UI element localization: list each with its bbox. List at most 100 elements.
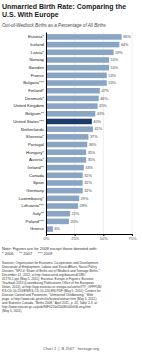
data-label: 41% <box>95 127 103 131</box>
data-label: 28% <box>80 204 88 208</box>
data-label: 33% <box>85 166 93 170</box>
grid <box>46 32 132 234</box>
data-label: 35% <box>88 151 96 155</box>
category-label: Canada <box>29 173 45 178</box>
data-label: 21% <box>72 212 80 216</box>
category-label: Greece <box>30 226 45 231</box>
category-label: Austria* <box>29 157 44 162</box>
data-label: 36% <box>89 143 97 147</box>
data-label: 47% <box>101 89 109 93</box>
category-label: Slovenia* <box>26 134 44 139</box>
bar <box>46 96 99 102</box>
bar <box>46 88 100 94</box>
y-axis-line <box>46 33 47 235</box>
category-label: Lithuania*** <box>22 203 45 208</box>
data-label: 45% <box>99 104 107 108</box>
y-tick: Iceland <box>30 42 46 47</box>
bar <box>46 65 109 71</box>
y-tick: Sweden <box>28 65 46 70</box>
x-tick-label: 0% <box>44 236 50 241</box>
bar <box>46 73 107 79</box>
y-tick: Slovenia* <box>26 134 46 139</box>
category-label: France <box>31 73 45 78</box>
category-label: United Kingdom <box>13 103 44 108</box>
y-tick: Austria* <box>29 157 46 162</box>
bar <box>46 149 86 155</box>
x-tick: 50% <box>100 234 108 241</box>
category-label: Italy** <box>33 211 45 216</box>
x-axis-line <box>47 235 133 237</box>
data-label: 32% <box>84 181 92 185</box>
category-label: United States*** <box>13 119 44 124</box>
y-tick: Norway <box>29 57 46 62</box>
y-tick: United Kingdom <box>13 103 46 108</box>
bar <box>46 111 95 117</box>
category-label: Estonia* <box>28 34 44 39</box>
data-label: 40% <box>93 120 101 124</box>
grid-line <box>132 32 133 234</box>
bar <box>46 119 92 125</box>
y-tick: Poland*** <box>26 219 46 224</box>
bar <box>46 188 83 194</box>
data-label: 43% <box>97 112 105 116</box>
subtitle-line: Out-of-Wedlock Births as a Percentage of… <box>2 23 107 28</box>
category-label: Norway <box>29 57 44 62</box>
y-tick: Greece <box>30 226 46 231</box>
bar <box>46 157 86 163</box>
y-tick: Belgium** <box>25 111 46 116</box>
bar <box>46 173 83 179</box>
category-label: Belgium** <box>25 111 44 116</box>
data-label: 59% <box>115 51 123 55</box>
bar <box>46 34 122 40</box>
title-line: Unmarried Birth Rate: Comparing the <box>2 3 126 11</box>
subtitle: Out-of-Wedlock Births as a Percentage of… <box>2 23 107 28</box>
bar <box>46 80 107 86</box>
y-tick: Germany <box>26 188 46 193</box>
grid-line <box>46 32 47 234</box>
category-label: Portugal <box>28 142 44 147</box>
data-label: 20% <box>70 220 78 224</box>
bar <box>46 50 114 56</box>
data-label: 46% <box>100 97 108 101</box>
data-label: 66% <box>123 35 131 39</box>
category-label: Germany <box>26 188 45 193</box>
category-label: Poland*** <box>26 219 45 224</box>
annotations: Note: Figures are for 2008 except those … <box>2 246 102 351</box>
bar <box>46 126 93 132</box>
source-line: (May 5, 2011). <box>2 309 22 313</box>
y-tick: Canada <box>29 173 46 178</box>
category-label: Iceland <box>30 42 44 47</box>
title-line: U.S. With Europe <box>2 11 59 19</box>
data-label: 55% <box>111 66 119 70</box>
data-label: 53% <box>108 74 116 78</box>
bar <box>46 142 87 148</box>
note-line: * 2006 ** 2007 *** 2009 <box>2 251 53 256</box>
x-axis: 0% 25% 50% 75% <box>44 234 137 241</box>
bar <box>46 203 78 209</box>
title: Unmarried Birth Rate: Comparing theU.S. … <box>2 3 126 19</box>
data-label: 32% <box>84 174 92 178</box>
bar <box>46 196 79 202</box>
bar <box>46 226 53 232</box>
bar <box>46 57 109 63</box>
y-tick: Netherlands <box>21 127 46 132</box>
category-label: Finland* <box>28 88 44 93</box>
category-label: Sweden <box>28 65 44 70</box>
y-tick: Spain <box>33 180 46 185</box>
x-tick: 75% <box>128 234 136 241</box>
y-tick: France <box>31 73 46 78</box>
y-axis: Estonia*IcelandLatvia*NorwaySwedenFrance… <box>13 33 46 235</box>
bar <box>46 180 83 186</box>
source: Sources: Organisation for Economic Co-op… <box>2 261 102 313</box>
y-tick: Finland* <box>28 88 46 93</box>
y-tick: Estonia* <box>28 34 46 39</box>
y-tick: Hungary* <box>26 150 46 155</box>
data-label: 35% <box>88 158 96 162</box>
bar <box>46 134 88 140</box>
y-tick: United States*** <box>13 119 46 124</box>
x-tick: 25% <box>71 234 79 241</box>
x-tick-label: 50% <box>100 236 108 241</box>
y-tick: Lithuania*** <box>22 203 46 208</box>
note: Note: Figures are for 2008 except those … <box>2 246 97 256</box>
data-label: 29% <box>81 197 89 201</box>
